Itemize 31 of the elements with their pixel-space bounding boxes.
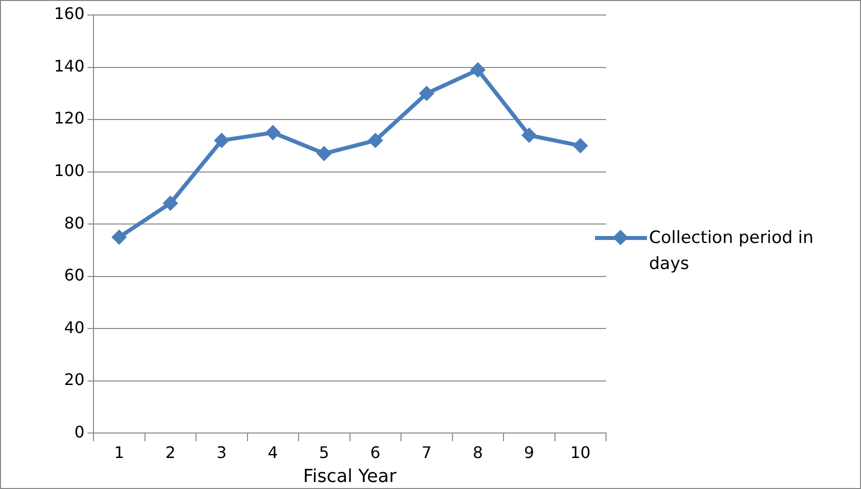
x-axis-title: Fiscal Year — [303, 466, 397, 487]
point — [470, 62, 486, 78]
y-tick-label: 120 — [54, 108, 85, 128]
y-tick-label: 0 — [74, 422, 85, 442]
x-tick-label: 6 — [370, 442, 380, 462]
x-tick-label: 4 — [268, 442, 278, 462]
x-tick-label: 10 — [570, 442, 591, 462]
x-tick-label: 8 — [472, 442, 483, 462]
x-tick-label: 1 — [114, 442, 124, 462]
point — [265, 125, 280, 140]
point — [112, 230, 127, 245]
point — [214, 132, 230, 148]
x-tick-label: 5 — [319, 442, 330, 462]
legend-label: Collection period in days — [649, 227, 815, 276]
y-tick-label: 20 — [64, 370, 85, 390]
y-tick-label: 40 — [64, 318, 85, 337]
point — [162, 196, 178, 211]
y-tick-label: 80 — [64, 213, 85, 232]
point — [419, 86, 434, 101]
point — [316, 146, 332, 162]
point — [368, 132, 383, 148]
y-tick-label: 140 — [54, 56, 85, 76]
y-tick-label: 60 — [64, 266, 85, 285]
x-tick-label: 9 — [524, 442, 534, 462]
y-tick-label: 160 — [54, 4, 85, 24]
point — [572, 138, 588, 154]
x-tick-label: 7 — [422, 442, 432, 462]
x-tick-label: 3 — [216, 442, 227, 462]
y-tick-label: 100 — [54, 160, 85, 180]
point — [522, 128, 537, 143]
x-tick-label: 2 — [165, 442, 176, 462]
